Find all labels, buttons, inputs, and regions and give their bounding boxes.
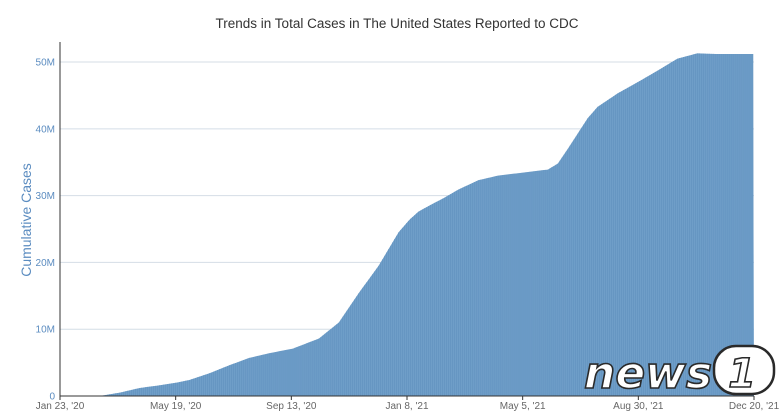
y-tick-label: 0	[49, 392, 55, 403]
x-tick-label: Dec 20, '21	[729, 401, 780, 411]
x-tick-label: Jan 23, '20	[36, 401, 85, 411]
x-tick-label: May 19, '20	[150, 401, 202, 411]
news1-watermark: news 1	[583, 344, 776, 400]
x-tick-label: Jan 8, '21	[385, 401, 428, 411]
watermark-badge	[712, 344, 776, 396]
y-axis-label: Cumulative Cases	[18, 163, 34, 277]
x-axis-ticks: Jan 23, '20 May 19, '20 Sep 13, '20 Jan 8, …	[36, 396, 780, 411]
area-fill	[60, 53, 754, 396]
x-tick-label: Aug 30, '21	[613, 401, 664, 411]
y-axis-ticks: 0 10M 20M 30M 40M 50M	[36, 58, 56, 403]
series-area	[60, 53, 754, 396]
y-tick-label: 40M	[36, 124, 55, 135]
y-tick-label: 10M	[36, 325, 55, 336]
watermark-text: news	[584, 348, 712, 399]
y-tick-label: 30M	[36, 191, 55, 202]
y-tick-label: 50M	[36, 58, 55, 69]
x-tick-label: Sep 13, '20	[266, 401, 317, 411]
chart-title: Trends in Total Cases in The United Stat…	[216, 16, 579, 31]
x-tick-label: May 5, '21	[500, 401, 546, 411]
watermark-badge-text: 1	[728, 351, 756, 397]
y-tick-label: 20M	[36, 258, 55, 269]
